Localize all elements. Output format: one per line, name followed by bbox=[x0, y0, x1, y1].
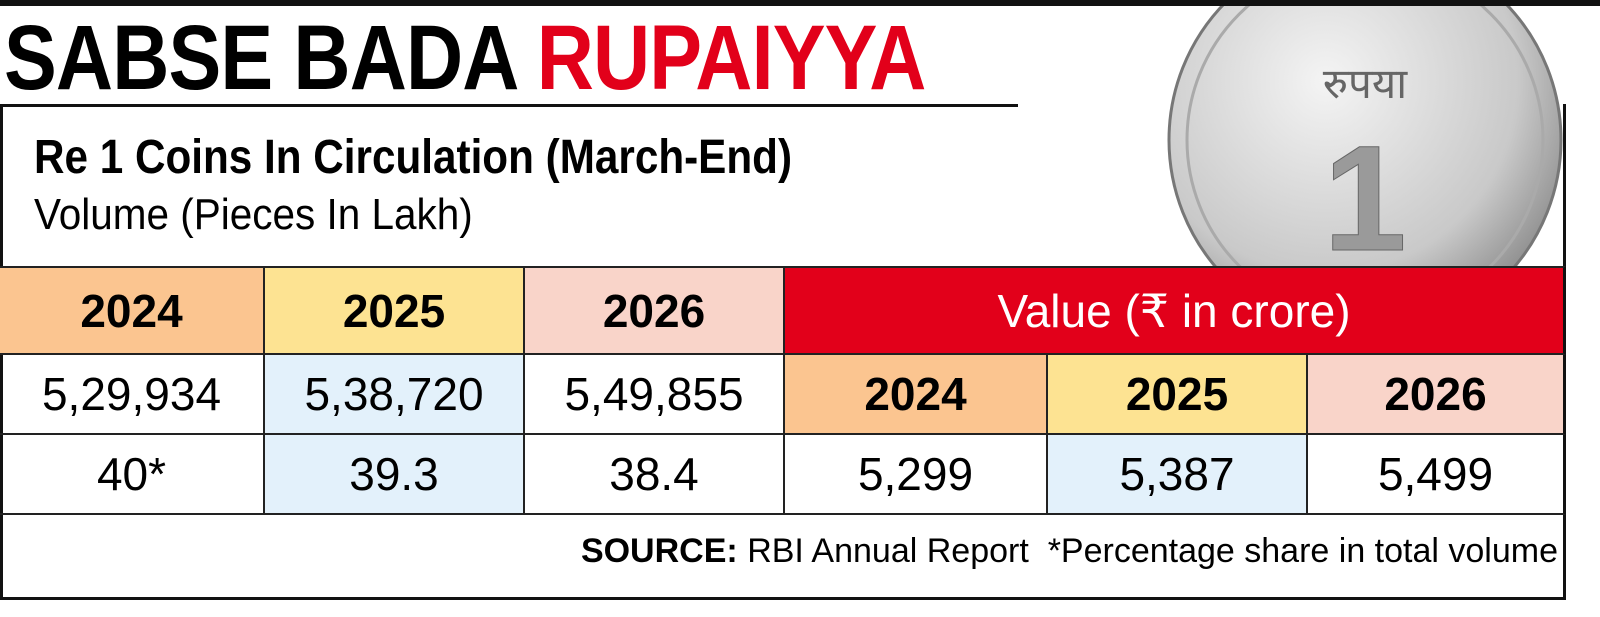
unit: Volume (Pieces In Lakh) bbox=[34, 190, 473, 239]
value-header: Value (₹ in crore) bbox=[785, 266, 1566, 355]
year-header: 2024 bbox=[0, 266, 265, 355]
year-header: 2024 bbox=[785, 355, 1048, 435]
value-cell: 5,299 bbox=[785, 435, 1048, 515]
coin: रुपया 1 bbox=[1167, 0, 1563, 275]
volume-cell: 5,29,934 bbox=[0, 355, 265, 435]
top-bar bbox=[0, 0, 1600, 6]
share-cell: 40* bbox=[0, 435, 265, 515]
value-cell: 5,499 bbox=[1308, 435, 1566, 515]
source: RBI Annual Report *Percentage share in t… bbox=[747, 532, 1558, 570]
coin-script: रुपया bbox=[1323, 60, 1408, 107]
title-red: RUPAIYYA bbox=[536, 7, 927, 109]
volume-cell: 5,38,720 bbox=[265, 355, 525, 435]
footer: SOURCE: RBI Annual Report *Percentage sh… bbox=[581, 532, 1558, 571]
year-header: 2026 bbox=[1308, 355, 1566, 435]
subtitle: Re 1 Coins In Circulation (March-End) bbox=[34, 131, 793, 184]
year-header: 2025 bbox=[265, 266, 525, 355]
title-rule bbox=[0, 104, 1018, 107]
share-cell: 38.4 bbox=[525, 435, 785, 515]
source-label: SOURCE: bbox=[580, 532, 738, 570]
coin-numeral: 1 bbox=[1323, 114, 1406, 275]
value-cell: 5,387 bbox=[1048, 435, 1308, 515]
title-black: SABSE BADA bbox=[4, 7, 516, 109]
title: SABSE BADA RUPAIYYA bbox=[4, 8, 926, 108]
share-cell: 39.3 bbox=[265, 435, 525, 515]
year-header: 2026 bbox=[525, 266, 785, 355]
volume-cell: 5,49,855 bbox=[525, 355, 785, 435]
year-header: 2025 bbox=[1048, 355, 1308, 435]
